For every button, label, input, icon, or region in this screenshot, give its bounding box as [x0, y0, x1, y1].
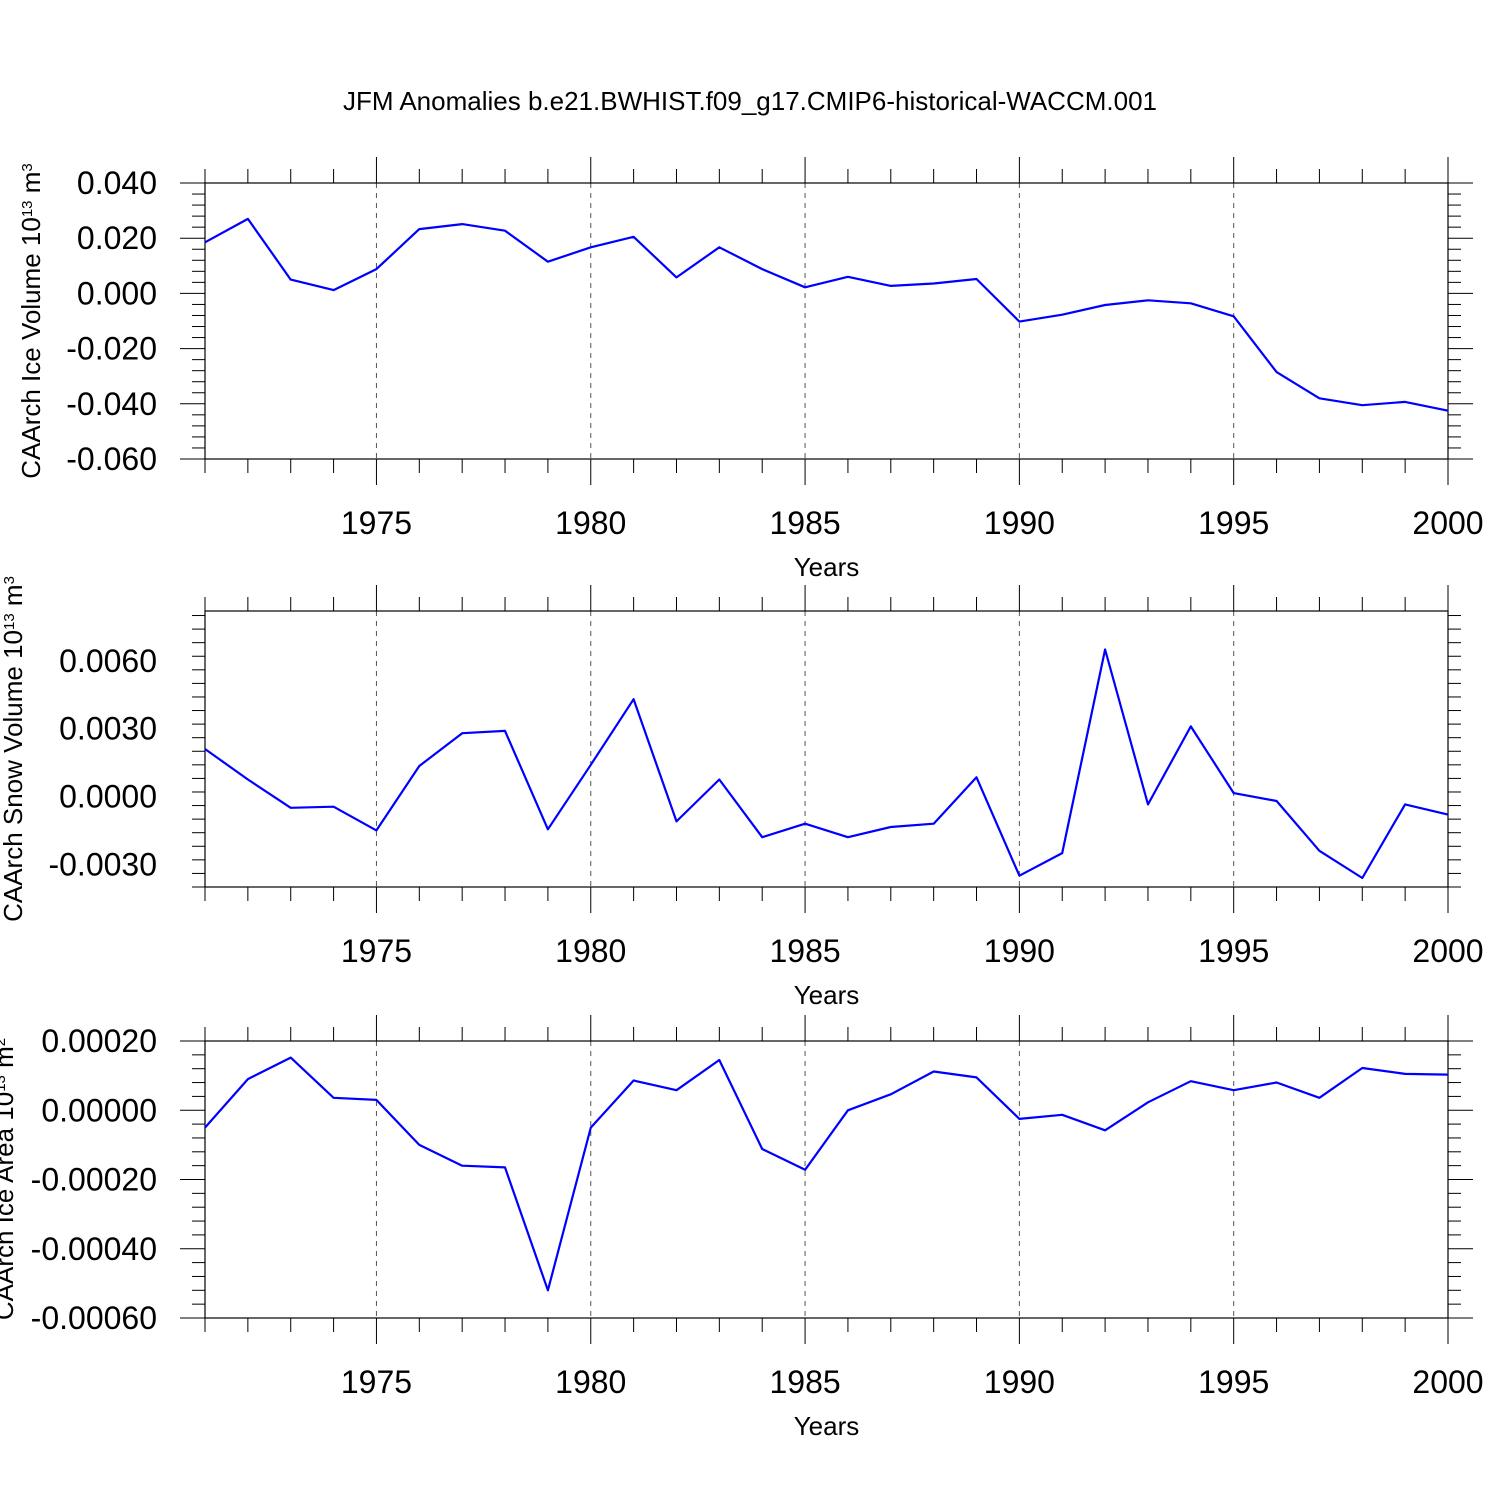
- y-axis-label: CAArch Ice Area 1013 m2: [0, 1038, 19, 1320]
- y-axis-label-text: CAArch Ice Area 10: [0, 1092, 19, 1320]
- x-tick-label: 1975: [341, 505, 412, 541]
- series-line: [204, 217, 1449, 412]
- x-tick-label: 1985: [769, 505, 840, 541]
- plot-frame: [204, 182, 1449, 460]
- series-line: [204, 1056, 1449, 1292]
- y-axis-label-text: m: [16, 172, 46, 201]
- figure-title: JFM Anomalies b.e21.BWHIST.f09_g17.CMIP6…: [343, 86, 1157, 116]
- y-tick-label: -0.060: [66, 441, 157, 477]
- y-tick-label: -0.00060: [31, 1300, 157, 1336]
- y-axis-label-text: CAArch Ice Volume 10: [16, 217, 46, 479]
- y-tick-label: 0.020: [77, 220, 157, 256]
- y-axis-label-text: CAArch Snow Volume 10: [0, 630, 28, 922]
- y-axis-label-text: m: [0, 584, 28, 613]
- x-axis-label: Years: [794, 980, 860, 1010]
- y-axis-label: CAArch Ice Volume 1013 m3: [16, 163, 46, 479]
- x-tick-label: 1990: [984, 1364, 1055, 1400]
- y-axis-label-superscript: 13: [19, 200, 36, 217]
- panel-3: -0.00060 -0.00040 -0.00020 0.00000 0.00020 19…: [0, 1015, 1484, 1441]
- y-tick-label: 0.00020: [41, 1023, 157, 1059]
- x-tick-label: 1980: [555, 505, 626, 541]
- x-tick-label: 2000: [1412, 505, 1483, 541]
- y-axis-label-superscript: 13: [0, 1075, 9, 1092]
- panel-1: -0.060 -0.040 -0.020 0.000 0.020 0.040 1975 198…: [16, 157, 1484, 582]
- x-tick-label: 1995: [1198, 1364, 1269, 1400]
- y-tick-label: 0.000: [77, 275, 157, 311]
- x-axis-label: Years: [794, 552, 860, 582]
- y-tick-label: -0.00020: [31, 1162, 157, 1198]
- x-tick-label: 1975: [341, 1364, 412, 1400]
- y-tick-label: 0.0060: [59, 643, 157, 679]
- x-tick-label: 1990: [984, 933, 1055, 969]
- y-tick-label: -0.0030: [48, 846, 157, 882]
- panels: -0.060 -0.040 -0.020 0.000 0.020 0.040 1975 198…: [0, 157, 1484, 1441]
- x-tick-label: 1995: [1198, 933, 1269, 969]
- x-tick-label: 1980: [555, 933, 626, 969]
- y-tick-label: -0.020: [66, 331, 157, 367]
- x-tick-label: 2000: [1412, 1364, 1483, 1400]
- y-axis-label-superscript: 3: [1, 576, 18, 584]
- y-axis-label-text: m: [0, 1046, 19, 1075]
- y-tick-label: 0.00000: [41, 1092, 157, 1128]
- x-axis-label: Years: [794, 1411, 860, 1441]
- y-axis-label: CAArch Snow Volume 1013 m3: [0, 576, 28, 922]
- x-tick-label: 1985: [769, 1364, 840, 1400]
- y-tick-label: 0.040: [77, 165, 157, 201]
- y-tick-label: -0.040: [66, 386, 157, 422]
- y-tick-label: 0.0030: [59, 711, 157, 747]
- x-tick-label: 1985: [769, 933, 840, 969]
- x-tick-label: 1980: [555, 1364, 626, 1400]
- y-axis-label-superscript: 13: [1, 613, 18, 630]
- y-axis-label-superscript: 2: [0, 1038, 9, 1046]
- y-tick-label: 0.0000: [59, 779, 157, 815]
- x-tick-label: 2000: [1412, 933, 1483, 969]
- series-line: [204, 648, 1449, 880]
- panel-2: -0.0030 0.0000 0.0030 0.0060 1975 1980 1985 199…: [0, 576, 1484, 1010]
- x-tick-label: 1995: [1198, 505, 1269, 541]
- x-tick-label: 1975: [341, 933, 412, 969]
- y-tick-label: -0.00040: [31, 1231, 157, 1267]
- x-tick-label: 1990: [984, 505, 1055, 541]
- y-axis-label-superscript: 3: [19, 163, 36, 171]
